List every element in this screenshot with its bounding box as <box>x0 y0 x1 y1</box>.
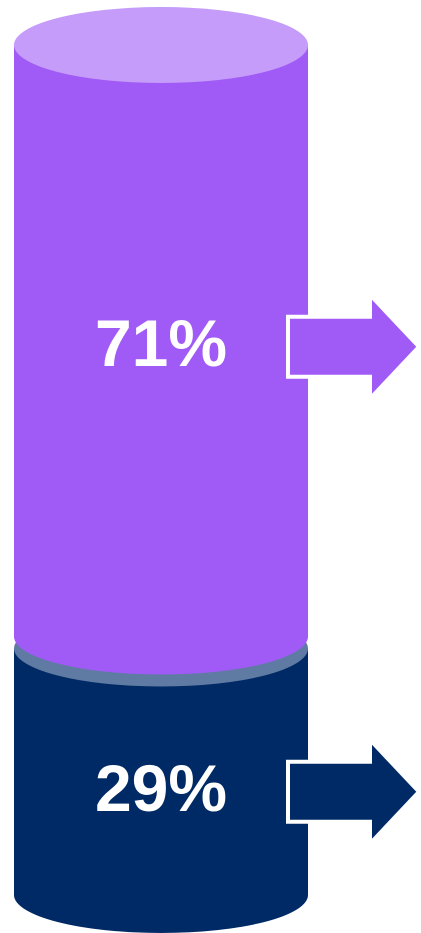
segment-cap <box>14 7 308 83</box>
value-label: 71% <box>95 306 227 380</box>
segment <box>14 648 308 895</box>
value-label: 29% <box>95 751 227 825</box>
segment <box>14 45 308 637</box>
arrow <box>286 734 421 849</box>
arrow <box>286 289 421 404</box>
